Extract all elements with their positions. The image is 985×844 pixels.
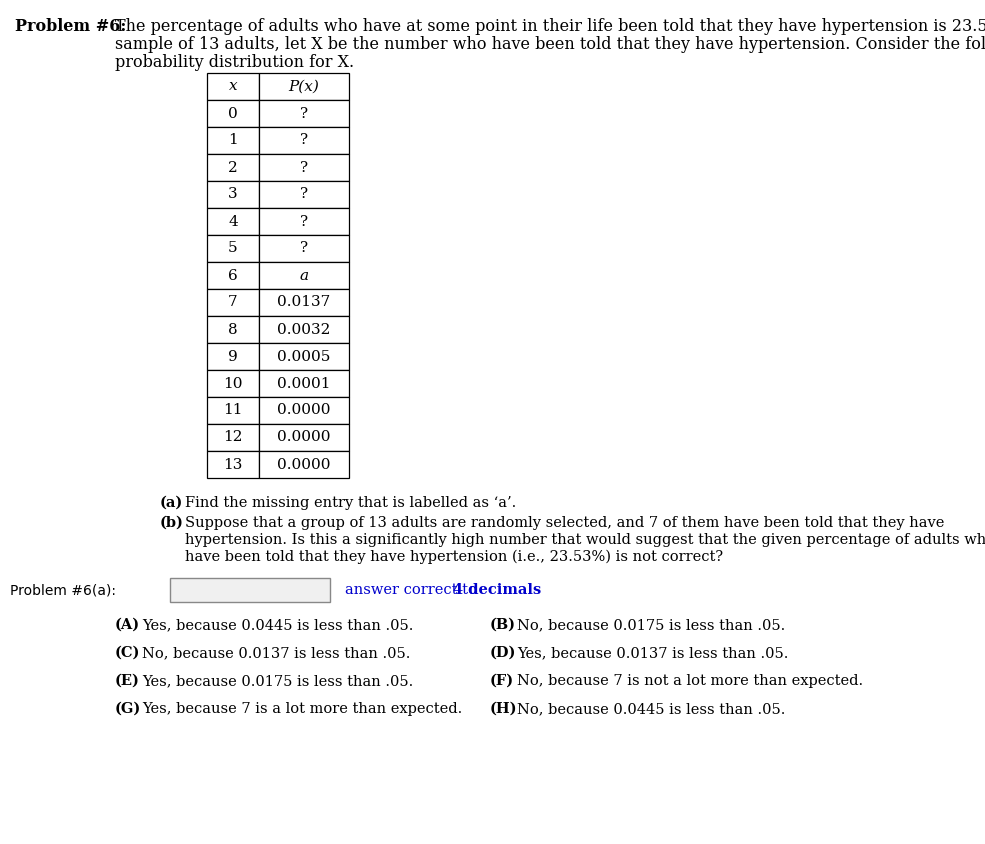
Text: (E): (E): [115, 674, 140, 688]
Bar: [207, 289, 259, 316]
Text: 5: 5: [229, 241, 237, 256]
Text: (b): (b): [160, 516, 184, 530]
Bar: [207, 154, 259, 181]
Text: (A): (A): [115, 618, 140, 632]
Bar: [259, 73, 349, 100]
Text: 7: 7: [229, 295, 237, 310]
Bar: [259, 451, 349, 478]
Text: (B): (B): [490, 618, 516, 632]
Text: ?: ?: [300, 187, 308, 202]
Text: hypertension. Is this a significantly high number that would suggest that the gi: hypertension. Is this a significantly hi…: [185, 533, 985, 547]
Text: 1: 1: [229, 133, 237, 148]
Text: 8: 8: [229, 322, 237, 337]
Text: 9: 9: [229, 349, 237, 364]
Text: ?: ?: [300, 106, 308, 121]
Text: 0.0137: 0.0137: [278, 295, 331, 310]
Text: (G): (G): [115, 702, 141, 716]
Text: The percentage of adults who have at some point in their life been told that the: The percentage of adults who have at som…: [115, 18, 985, 35]
Bar: [207, 397, 259, 424]
Text: P(x): P(x): [289, 79, 319, 94]
Bar: [259, 424, 349, 451]
Bar: [259, 208, 349, 235]
Bar: [207, 424, 259, 451]
Text: 2: 2: [229, 160, 237, 175]
Text: 0.0001: 0.0001: [277, 376, 331, 391]
Bar: [259, 397, 349, 424]
Text: 4 decimals: 4 decimals: [453, 583, 541, 597]
Text: 10: 10: [224, 376, 242, 391]
Text: ?: ?: [300, 214, 308, 229]
Text: (C): (C): [115, 646, 141, 660]
Bar: [207, 370, 259, 397]
Bar: [259, 262, 349, 289]
Text: probability distribution for X.: probability distribution for X.: [115, 54, 355, 71]
Text: have been told that they have hypertension (i.e., 23.53%) is not correct?: have been told that they have hypertensi…: [185, 550, 723, 565]
Text: No, because 0.0445 is less than .05.: No, because 0.0445 is less than .05.: [517, 702, 785, 716]
Bar: [207, 100, 259, 127]
Text: No, because 0.0137 is less than .05.: No, because 0.0137 is less than .05.: [142, 646, 411, 660]
Bar: [207, 235, 259, 262]
Text: 0.0000: 0.0000: [277, 403, 331, 418]
Text: a: a: [299, 268, 308, 283]
Text: Find the missing entry that is labelled as ‘a’.: Find the missing entry that is labelled …: [185, 496, 516, 510]
Text: No, because 0.0175 is less than .05.: No, because 0.0175 is less than .05.: [517, 618, 785, 632]
Text: 6: 6: [229, 268, 237, 283]
Bar: [207, 451, 259, 478]
Text: (D): (D): [490, 646, 516, 660]
Bar: [259, 316, 349, 343]
Text: Yes, because 0.0445 is less than .05.: Yes, because 0.0445 is less than .05.: [142, 618, 414, 632]
Bar: [207, 181, 259, 208]
Text: 0.0032: 0.0032: [278, 322, 331, 337]
Text: ?: ?: [300, 241, 308, 256]
Text: ?: ?: [300, 133, 308, 148]
Text: 4: 4: [229, 214, 237, 229]
Text: ?: ?: [300, 160, 308, 175]
Text: (a): (a): [160, 496, 183, 510]
Bar: [259, 154, 349, 181]
Bar: [259, 181, 349, 208]
Bar: [259, 127, 349, 154]
Bar: [207, 262, 259, 289]
Bar: [259, 235, 349, 262]
Text: 0.0000: 0.0000: [277, 430, 331, 445]
Bar: [207, 127, 259, 154]
Bar: [207, 343, 259, 370]
Text: 0.0005: 0.0005: [278, 349, 331, 364]
Text: answer correct to: answer correct to: [345, 583, 482, 597]
Text: 11: 11: [224, 403, 242, 418]
Bar: [259, 100, 349, 127]
Text: Problem #6(a):: Problem #6(a):: [10, 583, 116, 597]
Text: No, because 7 is not a lot more than expected.: No, because 7 is not a lot more than exp…: [517, 674, 863, 688]
Text: 12: 12: [224, 430, 242, 445]
Text: 0.0000: 0.0000: [277, 457, 331, 472]
Text: 3: 3: [229, 187, 237, 202]
Bar: [207, 316, 259, 343]
Text: 13: 13: [224, 457, 242, 472]
Text: Yes, because 7 is a lot more than expected.: Yes, because 7 is a lot more than expect…: [142, 702, 462, 716]
Text: Yes, because 0.0137 is less than .05.: Yes, because 0.0137 is less than .05.: [517, 646, 788, 660]
Text: x: x: [229, 79, 237, 94]
Bar: [259, 370, 349, 397]
Text: Yes, because 0.0175 is less than .05.: Yes, because 0.0175 is less than .05.: [142, 674, 414, 688]
Text: Problem #6:: Problem #6:: [15, 18, 126, 35]
Text: (H): (H): [490, 702, 517, 716]
Bar: [259, 343, 349, 370]
Text: sample of 13 adults, let X be the number who have been told that they have hyper: sample of 13 adults, let X be the number…: [115, 36, 985, 53]
Bar: [207, 73, 259, 100]
Bar: [170, 578, 330, 602]
Text: (F): (F): [490, 674, 514, 688]
Bar: [259, 289, 349, 316]
Text: Suppose that a group of 13 adults are randomly selected, and 7 of them have been: Suppose that a group of 13 adults are ra…: [185, 516, 945, 530]
Bar: [207, 208, 259, 235]
Text: 0: 0: [229, 106, 237, 121]
